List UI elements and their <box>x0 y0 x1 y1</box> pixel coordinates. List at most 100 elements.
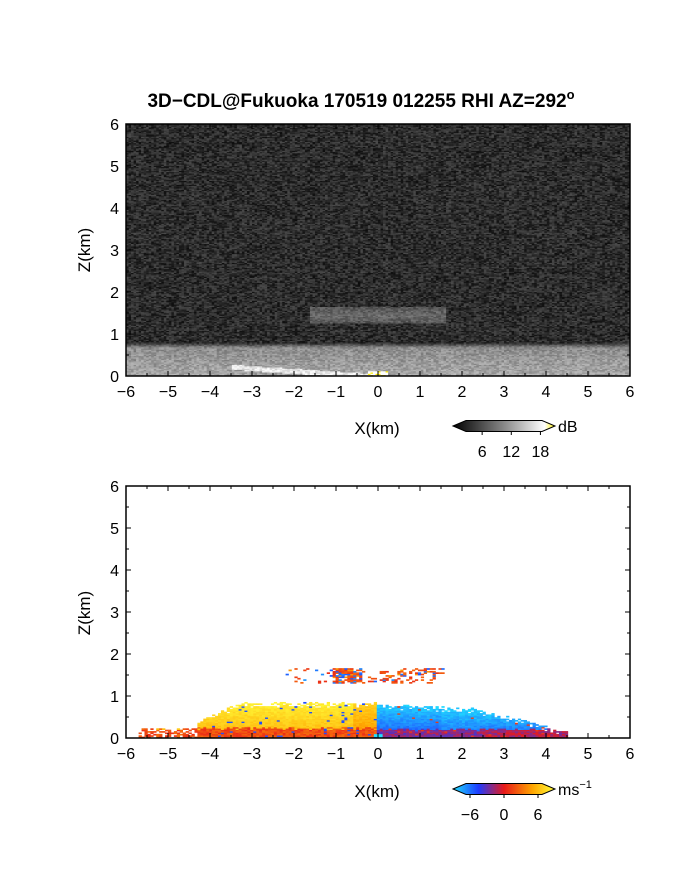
reflectivity-cell <box>556 369 560 372</box>
reflectivity-cell <box>277 368 281 370</box>
reflectivity-cell <box>128 370 132 373</box>
reflectivity-cell <box>441 373 444 376</box>
reflectivity-cell <box>504 367 507 369</box>
reflectivity-cell <box>493 372 497 374</box>
reflectivity-cell <box>483 365 487 368</box>
reflectivity-cell <box>511 373 515 376</box>
reflectivity-cell <box>549 372 553 374</box>
reflectivity-cell <box>136 365 139 368</box>
reflectivity-cell <box>554 373 558 376</box>
reflectivity-cell <box>418 368 422 370</box>
reflectivity-cell <box>332 368 336 370</box>
reflectivity-cell <box>486 369 490 372</box>
reflectivity-cell <box>463 370 467 373</box>
reflectivity-cell <box>226 365 230 368</box>
reflectivity-cell <box>617 369 621 372</box>
reflectivity-cell <box>564 364 568 367</box>
reflectivity-cell <box>335 367 338 369</box>
reflectivity-cell <box>509 372 512 374</box>
reflectivity-cell <box>410 365 414 368</box>
reflectivity-cell <box>158 370 162 373</box>
reflectivity-cell <box>458 369 462 372</box>
reflectivity-cell <box>546 372 550 374</box>
reflectivity-cell <box>491 372 495 374</box>
reflectivity-cell <box>390 369 394 372</box>
reflectivity-cell <box>393 369 396 372</box>
reflectivity-cell <box>372 372 376 374</box>
reflectivity-cell <box>199 370 202 373</box>
reflectivity-cell <box>297 364 301 367</box>
reflectivity-cell <box>264 373 268 376</box>
reflectivity-cell <box>292 364 296 367</box>
reflectivity-cell <box>126 368 129 370</box>
reflectivity-cell <box>307 370 311 373</box>
reflectivity-cell <box>272 368 275 370</box>
reflectivity-cell <box>294 364 298 367</box>
reflectivity-cell <box>360 364 364 367</box>
reflectivity-cell <box>451 372 454 374</box>
reflectivity-cell <box>420 370 424 373</box>
reflectivity-cell <box>304 365 308 368</box>
reflectivity-cell <box>254 368 258 370</box>
reflectivity-cell <box>239 368 243 370</box>
reflectivity-cell <box>289 365 293 368</box>
reflectivity-cell <box>410 364 414 367</box>
reflectivity-cell <box>551 372 555 374</box>
reflectivity-cell <box>483 370 487 373</box>
reflectivity-cell <box>393 368 396 370</box>
reflectivity-cell <box>476 365 480 368</box>
reflectivity-cell <box>136 370 139 373</box>
reflectivity-cell <box>504 368 507 370</box>
reflectivity-cell <box>350 367 354 369</box>
reflectivity-cell <box>403 368 407 370</box>
reflectivity-cell <box>488 368 492 370</box>
reflectivity-cell <box>569 369 573 372</box>
reflectivity-cell <box>478 368 482 370</box>
reflectivity-cell <box>355 369 359 372</box>
reflectivity-cell <box>131 373 134 376</box>
reflectivity-cell <box>241 373 245 376</box>
reflectivity-cell <box>332 369 336 372</box>
reflectivity-cell <box>279 369 283 372</box>
reflectivity-cell <box>257 364 260 367</box>
reflectivity-cell <box>567 373 570 376</box>
reflectivity-cell <box>297 370 301 373</box>
reflectivity-cell <box>277 364 281 367</box>
reflectivity-cell <box>383 364 386 367</box>
reflectivity-cell <box>438 365 442 368</box>
reflectivity-cell <box>231 370 235 373</box>
reflectivity-cell <box>143 370 147 373</box>
reflectivity-cell <box>178 367 182 369</box>
reflectivity-cell <box>430 364 434 367</box>
reflectivity-cell <box>466 368 470 370</box>
reflectivity-cell <box>458 367 462 369</box>
reflectivity-cell <box>393 367 396 369</box>
reflectivity-cell <box>191 369 195 372</box>
reflectivity-cell <box>498 372 502 374</box>
reflectivity-cell <box>574 365 578 368</box>
reflectivity-cell <box>622 373 626 376</box>
reflectivity-cell <box>196 364 200 367</box>
reflectivity-cell <box>320 372 323 374</box>
reflectivity-cell <box>405 368 409 370</box>
reflectivity-cell <box>297 367 301 369</box>
reflectivity-cell <box>506 368 510 370</box>
reflectivity-cell <box>191 370 195 373</box>
reflectivity-cell <box>277 365 281 368</box>
reflectivity-cell <box>269 365 273 368</box>
reflectivity-cell <box>569 372 573 374</box>
reflectivity-cell <box>342 368 346 370</box>
reflectivity-cell <box>143 368 147 370</box>
reflectivity-cell <box>267 370 270 373</box>
reflectivity-cell <box>423 368 427 370</box>
reflectivity-cell <box>579 370 583 373</box>
reflectivity-cell <box>607 368 611 370</box>
reflectivity-cell <box>488 372 492 374</box>
reflectivity-cell <box>332 370 336 373</box>
reflectivity-cell <box>446 369 449 372</box>
reflectivity-cell <box>554 364 558 367</box>
reflectivity-cell <box>133 363 137 365</box>
reflectivity-cell <box>584 364 588 367</box>
reflectivity-cell <box>146 372 149 374</box>
reflectivity-cell <box>496 369 500 372</box>
